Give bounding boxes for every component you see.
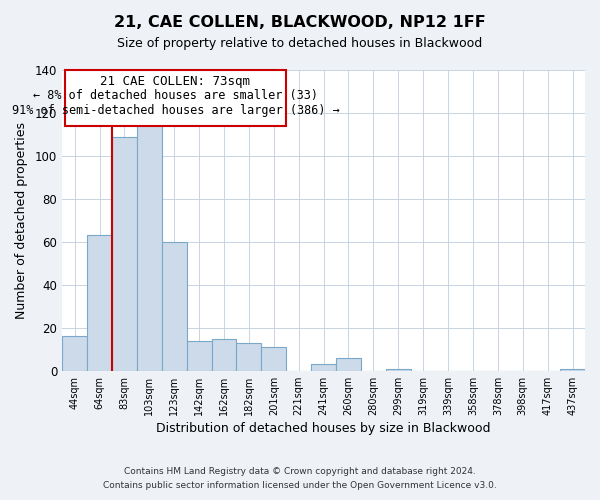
Text: 21 CAE COLLEN: 73sqm: 21 CAE COLLEN: 73sqm (100, 76, 250, 88)
X-axis label: Distribution of detached houses by size in Blackwood: Distribution of detached houses by size … (157, 422, 491, 435)
Bar (62, 336, 87, 371)
Bar (560, 368, 585, 371)
Bar (386, 368, 411, 371)
Bar (212, 338, 236, 371)
Bar (112, 136, 137, 371)
Bar (336, 358, 361, 371)
Bar (137, 120, 162, 371)
Text: 91% of semi-detached houses are larger (386) →: 91% of semi-detached houses are larger (… (11, 104, 340, 118)
Text: Size of property relative to detached houses in Blackwood: Size of property relative to detached ho… (118, 38, 482, 51)
Y-axis label: Number of detached properties: Number of detached properties (15, 122, 28, 319)
Bar (87, 236, 112, 371)
Bar (187, 340, 212, 371)
FancyBboxPatch shape (65, 70, 286, 126)
Text: ← 8% of detached houses are smaller (33): ← 8% of detached houses are smaller (33) (33, 90, 318, 102)
Bar (236, 343, 262, 371)
Text: Contains public sector information licensed under the Open Government Licence v3: Contains public sector information licen… (103, 481, 497, 490)
Text: Contains HM Land Registry data © Crown copyright and database right 2024.: Contains HM Land Registry data © Crown c… (124, 467, 476, 476)
Bar (262, 347, 286, 371)
Bar (162, 242, 187, 371)
Text: 21, CAE COLLEN, BLACKWOOD, NP12 1FF: 21, CAE COLLEN, BLACKWOOD, NP12 1FF (114, 15, 486, 30)
Bar (311, 364, 336, 371)
